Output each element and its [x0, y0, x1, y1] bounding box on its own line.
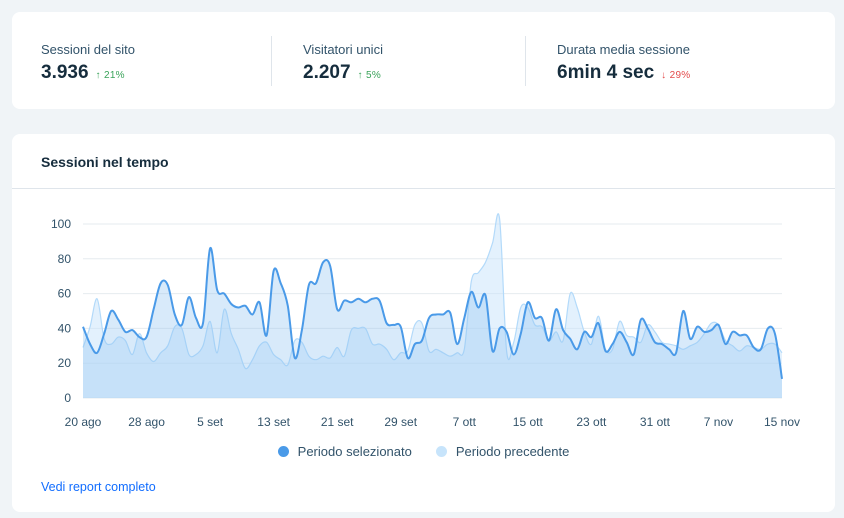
x-tick-label: 5 set	[197, 415, 224, 429]
stat-value: 3.936	[41, 62, 89, 83]
legend-label: Periodo precedente	[455, 444, 570, 459]
stat-label: Durata media sessione	[557, 42, 690, 57]
arrow-up-icon: ↑	[95, 70, 101, 81]
stat-sessions: Sessioni del sito 3.936 ↑ 21%	[41, 42, 135, 84]
y-tick-label: 20	[58, 356, 72, 370]
legend-item-selected[interactable]: Periodo selezionato	[277, 444, 412, 459]
arrow-up-icon: ↑	[357, 70, 363, 81]
y-tick-label: 40	[58, 321, 72, 335]
x-tick-label: 13 set	[257, 415, 290, 429]
stat-label: Visitatori unici	[303, 42, 383, 57]
x-tick-label: 7 nov	[704, 415, 733, 429]
x-tick-label: 23 ott	[576, 415, 607, 429]
stat-change-up: ↑ 5%	[357, 70, 382, 81]
stat-value: 2.207	[303, 62, 351, 83]
x-tick-label: 7 ott	[453, 415, 477, 429]
full-report-link[interactable]: Vedi report completo	[41, 480, 156, 494]
x-tick-label: 29 set	[384, 415, 417, 429]
stat-change-up: ↑ 21%	[95, 70, 125, 81]
chart-title: Sessioni nel tempo	[41, 154, 169, 170]
y-tick-label: 60	[58, 287, 72, 301]
y-tick-label: 100	[51, 217, 71, 231]
x-tick-label: 31 ott	[640, 415, 671, 429]
x-tick-label: 20 ago	[65, 415, 102, 429]
arrow-down-icon: ↓	[661, 70, 667, 81]
legend-item-previous[interactable]: Periodo precedente	[435, 444, 570, 459]
legend-dot-icon	[277, 446, 289, 457]
stat-change-down: ↓ 29%	[661, 70, 691, 81]
x-tick-label: 28 ago	[128, 415, 165, 429]
series-selected-line	[82, 247, 783, 380]
y-tick-label: 80	[58, 252, 72, 266]
stat-visitors: Visitatori unici 2.207 ↑ 5%	[303, 42, 383, 84]
x-tick-label: 21 set	[321, 415, 354, 429]
stat-duration: Durata media sessione 6min 4 sec ↓ 29%	[557, 42, 691, 84]
stat-divider	[271, 36, 272, 86]
stat-label: Sessioni del sito	[41, 42, 135, 57]
series-previous-line	[82, 213, 783, 370]
series-selected-area	[83, 247, 782, 398]
card-divider	[12, 188, 835, 189]
legend-label: Periodo selezionato	[297, 444, 412, 459]
chart-card: Sessioni nel tempo 0 20 40 60 80 100 20 ago 28 …	[12, 134, 835, 512]
x-tick-label: 15 nov	[764, 415, 800, 429]
stat-divider	[525, 36, 526, 86]
series-previous-area	[83, 213, 782, 398]
stat-value: 6min 4 sec	[557, 62, 655, 83]
stats-card: Sessioni del sito 3.936 ↑ 21% Visitatori…	[12, 12, 835, 109]
y-tick-label: 0	[64, 391, 71, 405]
legend-dot-icon	[435, 446, 447, 457]
x-tick-label: 15 ott	[513, 415, 544, 429]
chart-legend: Periodo selezionato Periodo precedente	[12, 444, 835, 459]
sessions-chart: 0 20 40 60 80 100 20 ago 28 ago 5 set 13 set 21 se…	[51, 213, 800, 429]
